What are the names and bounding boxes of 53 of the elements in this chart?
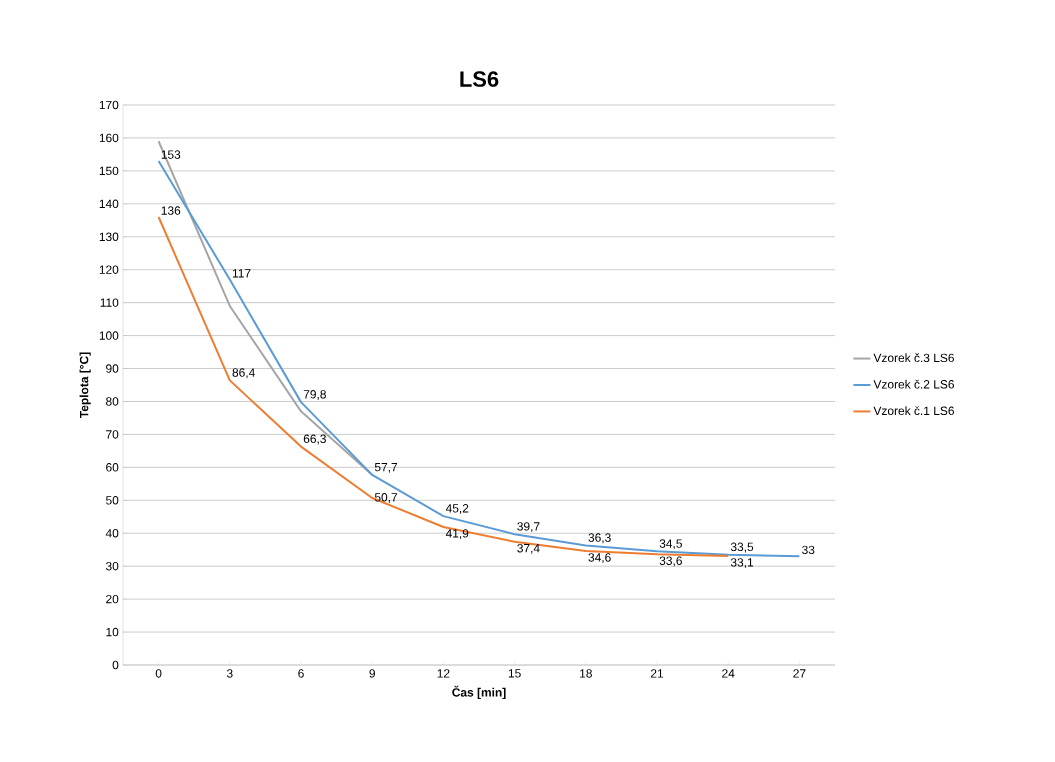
legend-label: Vzorek č.3 LS6 (873, 353, 954, 363)
data-label: 34,6 (588, 553, 611, 564)
legend-label: Vzorek č.2 LS6 (873, 379, 954, 389)
data-label: 153 (161, 150, 181, 159)
x-tick-label: 6 (298, 669, 304, 678)
data-label: 86,4 (232, 368, 255, 379)
y-tick-label: 170 (99, 100, 119, 110)
y-tick-label: 130 (99, 232, 119, 241)
y-tick-label: 90 (106, 364, 119, 373)
data-label: 117 (232, 269, 251, 278)
y-tick-label: 20 (106, 594, 119, 604)
data-label: 36,3 (588, 533, 611, 544)
data-label: 66,3 (303, 434, 326, 445)
chart-title: LS6 (460, 71, 499, 87)
x-tick-label: 15 (508, 669, 521, 678)
legend-label: Vzorek č.1 LS6 (873, 406, 954, 415)
y-tick-label: 70 (106, 430, 119, 439)
x-tick-label: 27 (793, 669, 806, 678)
y-tick-label: 150 (99, 166, 119, 176)
y-tick-label: 30 (105, 561, 119, 571)
y-tick-label: 120 (99, 265, 119, 274)
data-label: 136 (161, 206, 181, 215)
x-tick-label: 12 (437, 669, 450, 678)
y-tick-label: 110 (100, 298, 119, 307)
data-label: 50,7 (374, 493, 398, 503)
y-tick-label: 160 (99, 133, 119, 143)
x-tick-label: 24 (722, 669, 735, 678)
x-tick-label: 18 (580, 669, 592, 678)
y-tick-label: 100 (99, 331, 119, 340)
data-label: 33,1 (730, 558, 754, 569)
y-tick-label: 60 (106, 463, 119, 472)
y-tick-label: 0 (112, 660, 119, 670)
data-label: 33,5 (730, 542, 754, 553)
y-tick-label: 50 (106, 496, 119, 505)
x-tick-label: 9 (369, 669, 375, 678)
data-label: 45,2 (445, 504, 469, 514)
x-tick-label: 0 (155, 669, 162, 678)
data-label: 34,5 (659, 539, 682, 550)
data-label: 37,4 (517, 543, 540, 554)
data-label: 33 (802, 545, 815, 555)
y-tick-label: 10 (106, 627, 119, 637)
y-tick-label: 80 (106, 397, 119, 406)
x-axis-title: Čas [min] (452, 685, 506, 700)
x-tick-label: 3 (226, 669, 233, 678)
data-label: 33,6 (659, 556, 682, 567)
data-label: 41,9 (445, 529, 469, 540)
data-label: 79,8 (303, 390, 326, 400)
data-label: 39,7 (517, 522, 540, 533)
y-axis-title: Teplota [°C] (79, 352, 91, 419)
y-tick-label: 140 (99, 199, 119, 209)
data-label: 57,7 (374, 462, 398, 473)
y-tick-label: 40 (105, 529, 119, 538)
x-tick-label: 21 (650, 669, 664, 678)
